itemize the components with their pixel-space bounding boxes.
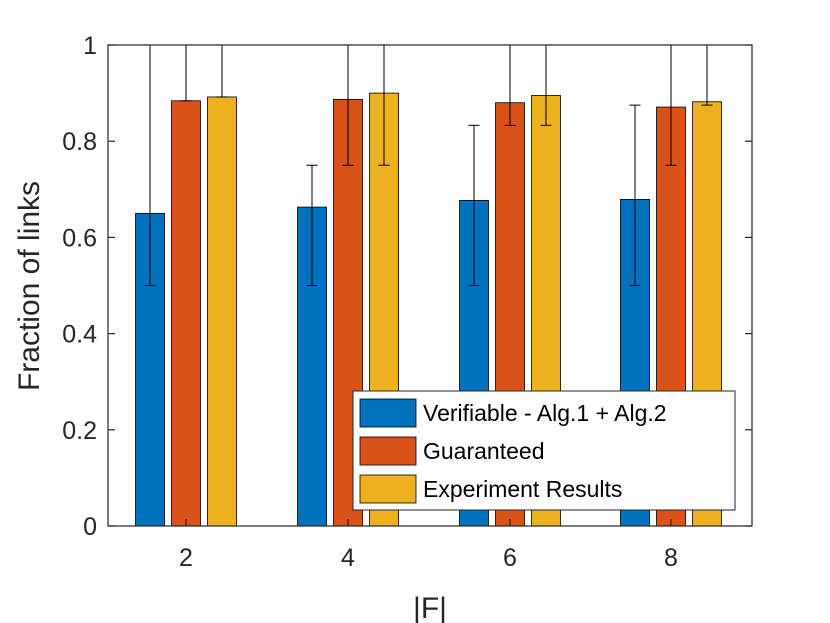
x-tick-label: 6	[503, 544, 517, 572]
plot-frame	[107, 44, 753, 527]
x-tick-label: 2	[179, 544, 193, 572]
x-tick-label: 4	[341, 544, 355, 572]
bar-experiment-results-2	[207, 96, 237, 527]
legend: Verifiable - Alg.1 + Alg.2 Guaranteed Ex…	[352, 390, 736, 511]
legend-label-guaranteed: Guaranteed	[423, 438, 544, 464]
legend-box	[352, 390, 736, 511]
legend-label-verifiable: Verifiable - Alg.1 + Alg.2	[423, 400, 667, 426]
legend-swatch-verifiable	[359, 398, 417, 428]
y-tick-label: 0.4	[62, 321, 97, 349]
legend-swatch-guaranteed	[359, 436, 417, 466]
bar-guaranteed-2	[171, 100, 201, 527]
legend-label-experiment: Experiment Results	[423, 476, 622, 502]
x-tick-label: 8	[664, 544, 678, 572]
y-tick-label: 0.2	[62, 417, 97, 445]
y-tick-label: 0	[83, 513, 97, 541]
x-axis-label: |F|	[413, 592, 447, 623]
ticks-layer: 0 0.2 0.4 0.6 0.8 1 2 4 6 8	[62, 32, 752, 572]
y-axis-label: Fraction of links	[13, 181, 46, 391]
legend-swatch-experiment	[359, 474, 417, 504]
y-tick-label: 0.8	[62, 128, 97, 156]
y-tick-label: 0.6	[62, 224, 97, 252]
y-tick-label: 1	[83, 32, 97, 60]
